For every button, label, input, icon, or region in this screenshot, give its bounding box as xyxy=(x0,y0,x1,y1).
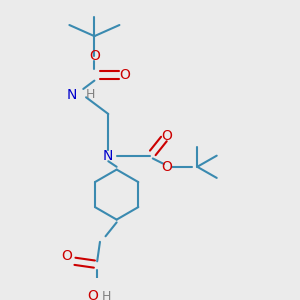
Text: O: O xyxy=(89,49,100,63)
Text: O: O xyxy=(88,289,98,300)
Text: N: N xyxy=(103,149,113,163)
Text: O: O xyxy=(61,249,72,263)
Text: H: H xyxy=(85,88,95,101)
Text: H: H xyxy=(102,290,112,300)
Text: O: O xyxy=(119,68,130,82)
Text: O: O xyxy=(161,129,172,143)
Text: O: O xyxy=(161,160,172,174)
Text: N: N xyxy=(67,88,77,101)
